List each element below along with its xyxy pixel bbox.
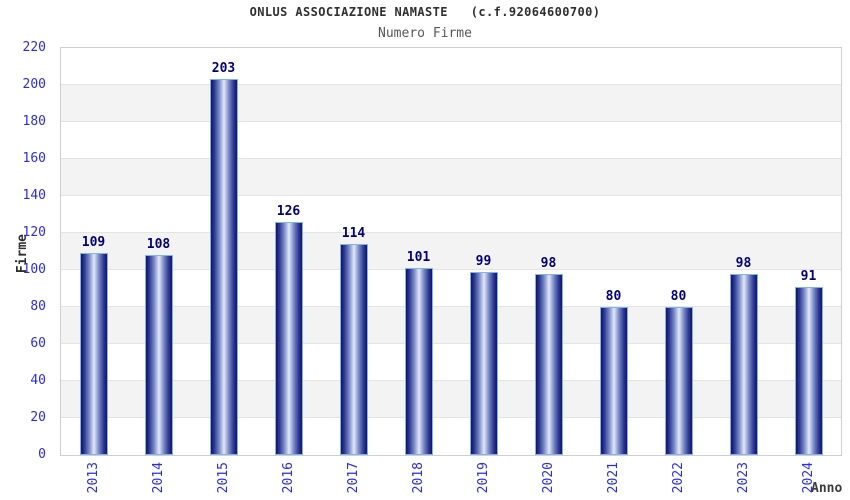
plot-band (61, 159, 841, 196)
plot-band (61, 270, 841, 307)
plot-band (61, 307, 841, 344)
bar-value-label: 98 (540, 255, 557, 271)
bar-value-label: 108 (146, 237, 171, 253)
bar-value-label: 126 (276, 203, 301, 219)
bar-2021 (599, 307, 628, 455)
bar-value-label: 114 (341, 226, 366, 242)
bar-2015 (209, 79, 238, 455)
y-tick-label: 140 (22, 188, 46, 203)
chart-subtitle: Numero Firme (378, 26, 472, 41)
x-tick-label: 2014 (150, 462, 166, 494)
x-tick-label: 2015 (215, 462, 231, 494)
x-tick-label: 2021 (605, 462, 621, 494)
plot-band (61, 344, 841, 381)
gridline (61, 121, 841, 122)
y-tick-label: 220 (22, 40, 46, 55)
bar-value-label: 99 (475, 253, 492, 269)
x-axis-label: Anno (811, 481, 843, 496)
bar-2017 (339, 244, 368, 455)
chart-title: ONLUS ASSOCIAZIONE NAMASTE (c.f.92064600… (249, 5, 601, 19)
x-tick-label: 2020 (540, 462, 556, 494)
bar-2019 (469, 271, 498, 455)
bar-value-label: 91 (800, 268, 817, 284)
bar-value-label: 98 (735, 255, 752, 271)
gridline (61, 269, 841, 270)
y-tick-label: 0 (38, 447, 46, 462)
bar-2022 (664, 307, 693, 455)
y-tick-label: 100 (22, 262, 46, 277)
x-tick-label: 2019 (475, 462, 491, 494)
gridline (61, 306, 841, 307)
gridline (61, 158, 841, 159)
bar-2018 (404, 268, 433, 455)
plot-band (61, 122, 841, 159)
y-tick-label: 180 (22, 114, 46, 129)
gridline (61, 232, 841, 233)
bar-2024 (794, 286, 823, 455)
y-tick-label: 160 (22, 151, 46, 166)
bar-value-label: 109 (81, 235, 106, 251)
y-tick-label: 120 (22, 225, 46, 240)
x-tick-label: 2017 (345, 462, 361, 494)
bar-value-label: 80 (670, 289, 687, 304)
plot-band (61, 381, 841, 418)
y-tick-label: 40 (30, 373, 46, 388)
gridline (61, 343, 841, 344)
plot-band (61, 48, 841, 85)
gridline (61, 417, 841, 418)
bar-2020 (534, 273, 563, 455)
x-tick-label: 2013 (85, 462, 101, 494)
x-tick-label: 2016 (280, 462, 296, 494)
plot-band (61, 196, 841, 233)
bar-2016 (274, 221, 303, 455)
gridline (61, 380, 841, 381)
y-tick-label: 200 (22, 77, 46, 92)
y-tick-label: 60 (30, 336, 46, 351)
plot-band (61, 233, 841, 270)
x-tick-label: 2022 (670, 462, 686, 494)
gridline (61, 195, 841, 196)
bar-value-label: 203 (211, 61, 236, 77)
plot-band (61, 418, 841, 455)
plot-band (61, 85, 841, 122)
y-tick-label: 80 (30, 299, 46, 314)
gridline (61, 84, 841, 85)
bar-value-label: 101 (406, 250, 431, 266)
x-tick-label: 2023 (735, 462, 751, 494)
bar-2013 (79, 253, 108, 455)
x-tick-label: 2018 (410, 462, 426, 494)
bar-2014 (144, 255, 173, 455)
plot-area: 109 108 203 126 114 101 99 98 80 80 98 91 (60, 47, 842, 456)
bar-2023 (729, 273, 758, 455)
bar-value-label: 80 (605, 289, 622, 304)
y-tick-label: 20 (30, 410, 46, 425)
x-tick-label: 2024 (800, 462, 816, 494)
